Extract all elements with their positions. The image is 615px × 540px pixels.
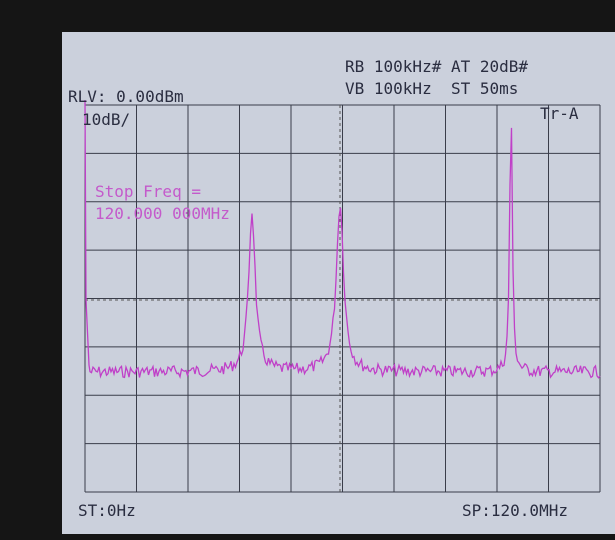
stop-frequency: SP:120.0MHz — [462, 501, 568, 520]
message-line: Stop Freq = — [95, 182, 201, 201]
analyzer-photo: RLV: 0.00dBm 10dB/ RB 100kHz# AT 20dB# V… — [0, 0, 615, 540]
start-frequency: ST:0Hz — [78, 501, 136, 520]
screen — [62, 32, 615, 534]
reference-level: RLV: 0.00dBm — [68, 87, 184, 106]
rbw: RB 100kHz# AT 20dB# — [345, 57, 528, 76]
vbw: VB 100kHz ST 50ms — [345, 79, 518, 98]
trace-label: Tr-A — [540, 104, 579, 123]
scale: 10dB/ — [82, 110, 130, 129]
message-line: 120.000 000MHz — [95, 204, 230, 223]
